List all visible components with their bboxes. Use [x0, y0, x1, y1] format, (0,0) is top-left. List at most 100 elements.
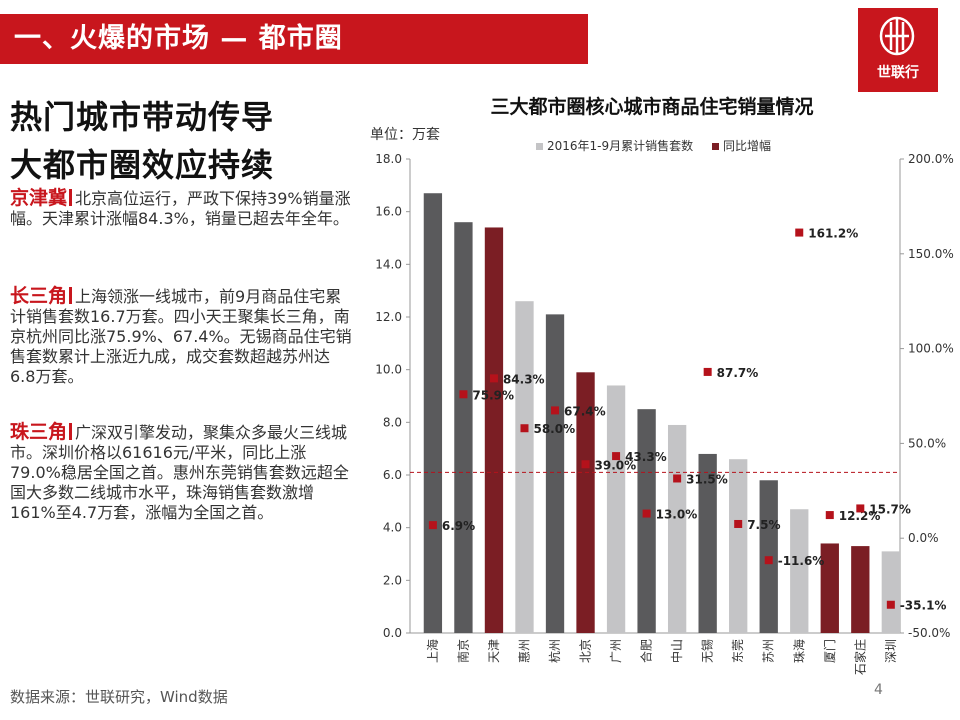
y-left-tick-label: 6.0 [383, 468, 402, 482]
x-tick-label: 南京 [455, 639, 470, 663]
y-left-tick-label: 10.0 [375, 363, 402, 377]
bar-广州 [606, 385, 626, 633]
growth-label-广州: 43.3% [625, 450, 667, 464]
tag-divider [69, 423, 73, 440]
paragraph-tag: 长三角 [10, 285, 68, 307]
y-right-tick-label: 150.0% [908, 247, 954, 261]
growth-label-南京: 75.9% [472, 388, 514, 402]
bar-南京 [454, 222, 473, 633]
growth-label-北京: 39.0% [595, 458, 637, 472]
y-left-tick-label: 14.0 [375, 257, 402, 271]
logo-mark-icon [879, 16, 915, 56]
y-right-tick-label: 200.0% [908, 152, 954, 166]
chart-title: 三大都市圈核心城市商品住宅销量情况 [490, 96, 814, 118]
growth-marker-东莞 [734, 519, 743, 528]
header-bar: 一、火爆的市场 — 都市圈 [0, 14, 588, 64]
growth-marker-惠州 [520, 424, 529, 433]
growth-label-无锡: 87.7% [717, 366, 759, 380]
bar-杭州 [545, 314, 565, 633]
growth-label-惠州: 58.0% [533, 422, 575, 436]
legend-label-volume: 2016年1-9月累计销售套数 [547, 139, 694, 153]
x-tick-label: 惠州 [517, 639, 531, 663]
bar-深圳 [881, 551, 900, 633]
logo-text: 世联行 [877, 65, 919, 81]
growth-marker-石家庄 [856, 504, 865, 513]
chart-unit-label: 单位：万套 [370, 127, 440, 143]
bar-石家庄 [851, 546, 870, 633]
y-left-tick-label: 2.0 [383, 573, 402, 587]
x-tick-label: 广州 [609, 639, 623, 663]
legend-item-growth: 同比增幅 [712, 137, 771, 154]
growth-label-中山: 31.5% [686, 472, 728, 486]
paragraph-text: 北京高位运行，严政下保持39%销量涨幅。天津累计涨幅84.3%，销量已超去年全年… [10, 189, 351, 228]
bar-天津 [484, 227, 504, 633]
growth-marker-深圳 [886, 600, 895, 609]
tag-divider [69, 287, 73, 304]
bar-北京 [576, 372, 595, 633]
headline-line-1: 热门城市带动传导 [10, 98, 275, 136]
legend-swatch-volume [536, 143, 543, 150]
growth-label-杭州: 67.4% [564, 404, 606, 418]
growth-marker-中山 [673, 474, 682, 483]
growth-marker-南京 [459, 390, 468, 399]
logo: 世联行 [858, 8, 938, 92]
bar-东莞 [729, 459, 748, 633]
y-right-tick-label: 50.0% [908, 436, 946, 450]
growth-label-天津: 84.3% [503, 372, 545, 386]
data-source: 数据来源：世联研究，Wind数据 [10, 688, 228, 706]
bar-中山 [667, 424, 687, 633]
x-tick-label: 石家庄 [852, 639, 867, 675]
x-tick-label: 上海 [425, 639, 440, 663]
x-tick-label: 深圳 [884, 639, 898, 663]
x-tick-label: 东莞 [731, 639, 745, 663]
y-left-tick-label: 0.0 [383, 626, 402, 640]
growth-label-上海: 6.9% [442, 519, 475, 533]
x-tick-label: 杭州 [547, 639, 562, 663]
legend-item-volume: 2016年1-9月累计销售套数 [536, 137, 693, 154]
paragraph-text: 上海领涨一线城市，前9月商品住宅累计销售套数16.7万套。四小天王聚集长三角，南… [10, 287, 352, 386]
growth-marker-无锡 [703, 367, 712, 376]
y-left-tick-label: 12.0 [375, 310, 402, 324]
legend-swatch-growth [712, 143, 719, 150]
growth-label-深圳: -35.1% [900, 599, 947, 613]
x-tick-label: 苏州 [762, 639, 776, 663]
bar-珠海 [790, 509, 809, 633]
y-left-tick-label: 8.0 [383, 415, 402, 429]
legend-label-growth: 同比增幅 [723, 139, 772, 153]
paragraph-zhusanjiao: 珠三角 广深双引擎发动，聚集众多最火三线城市。深圳价格以61616元/平米，同比上… [10, 422, 355, 523]
x-tick-label: 北京 [579, 639, 593, 663]
bar-上海 [423, 193, 443, 633]
y-left-tick-label: 4.0 [383, 521, 402, 535]
growth-marker-上海 [428, 521, 437, 530]
tag-divider [69, 189, 73, 206]
growth-marker-厦门 [825, 511, 834, 520]
x-tick-label: 天津 [487, 639, 501, 663]
page-number: 4 [874, 682, 883, 698]
y-right-tick-label: 100.0% [908, 342, 954, 356]
headline-line-2: 大都市圈效应持续 [10, 146, 275, 184]
y-right-tick-label: 0.0% [908, 531, 939, 545]
growth-marker-苏州 [764, 556, 773, 565]
paragraph-changsanjiao: 长三角 上海领涨一线城市，前9月商品住宅累计销售套数16.7万套。四小天王聚集长三… [10, 286, 355, 387]
y-right-tick-label: -50.0% [908, 626, 950, 640]
bar-惠州 [515, 301, 534, 633]
x-tick-label: 无锡 [700, 639, 715, 663]
header-title: 一、火爆的市场 — 都市圈 [14, 23, 343, 54]
growth-label-厦门: 12.2% [839, 509, 881, 523]
x-tick-label: 中山 [669, 639, 684, 663]
paragraph-tag: 京津冀 [10, 187, 68, 209]
bar-厦门 [820, 543, 839, 633]
x-tick-label: 珠海 [791, 639, 806, 663]
y-left-tick-label: 16.0 [375, 205, 402, 219]
paragraph-tag: 珠三角 [10, 421, 68, 443]
growth-label-合肥: 13.0% [656, 508, 698, 522]
paragraph-jingjinji: 京津冀 北京高位运行，严政下保持39%销量涨幅。天津累计涨幅84.3%，销量已超去… [10, 188, 355, 229]
bar-无锡 [698, 453, 717, 633]
growth-marker-天津 [489, 374, 498, 383]
bar-合肥 [637, 409, 656, 633]
growth-label-东莞: 7.5% [747, 518, 780, 532]
growth-marker-杭州 [551, 406, 560, 415]
y-left-tick-label: 18.0 [375, 152, 402, 166]
paragraph-text: 广深双引擎发动，聚集众多最火三线城市。深圳价格以61616元/平米，同比上涨79… [10, 423, 349, 522]
